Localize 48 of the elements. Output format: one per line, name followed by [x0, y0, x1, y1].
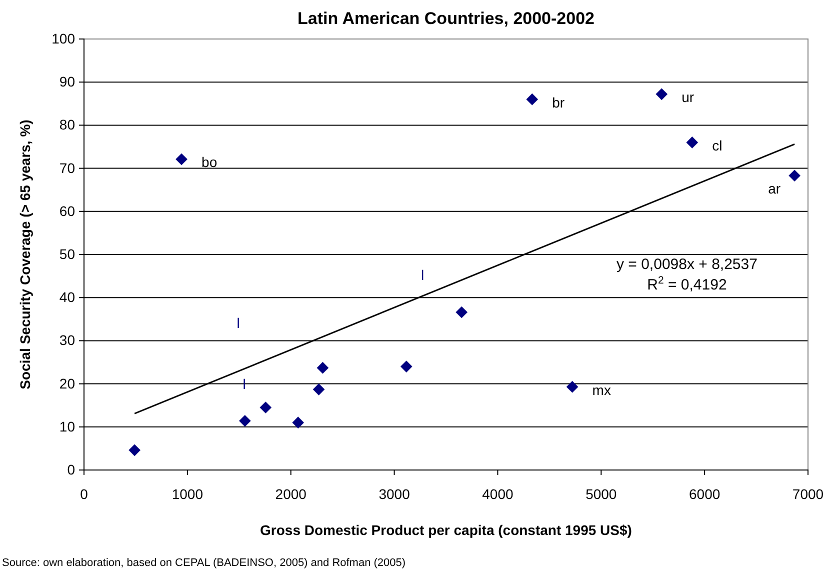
point [686, 136, 698, 148]
annotation: cl [712, 137, 722, 154]
point [176, 153, 188, 166]
x-axis-title: Gross Domestic Product per capita (constant 1995 US$) [260, 522, 632, 538]
y-tick-label: 40 [59, 289, 76, 306]
point [128, 444, 140, 456]
y-tick-label: 80 [59, 116, 76, 133]
annotation: l [236, 315, 240, 332]
y-tick-label: 50 [59, 246, 76, 262]
y-tick-label: 90 [59, 74, 76, 90]
annotation: ur [682, 89, 694, 106]
point [292, 416, 304, 429]
point [239, 414, 251, 427]
y-tick-label: 60 [59, 202, 76, 219]
y-tick-label: 0 [67, 461, 76, 478]
annotation: y = 0,0098x + 8,2537 [616, 256, 758, 274]
annotation: l [242, 376, 246, 392]
point [566, 380, 578, 393]
x-tick-label: 0 [80, 486, 88, 502]
annotation: br [552, 94, 565, 110]
y-tick-label: 70 [59, 160, 76, 176]
point [526, 93, 538, 106]
annotation: R$^{2}$ = 0,4192 [647, 274, 727, 294]
y-axis-title: Social Security Coverage (> 65 years, %) [17, 120, 33, 390]
x-tick-label: 2000 [275, 486, 307, 502]
point [260, 402, 272, 414]
x-tick-label: 4000 [482, 486, 514, 502]
x-tick-label: 3000 [378, 486, 410, 502]
x-tick-label: 6000 [688, 486, 720, 502]
annotation: bo [202, 154, 218, 170]
x-tick-label: 1000 [172, 486, 204, 502]
chart-title: Latin American Countries, 2000-2002 [298, 9, 594, 28]
source-note: Source: own elaboration, based on CEPAL (BADEINSO, 2005) and Rofman (2005) [2, 557, 406, 569]
point [788, 170, 800, 182]
x-tick-label: 7000 [792, 486, 824, 502]
y-tick-label: 10 [59, 418, 76, 434]
annotation: l [420, 267, 424, 284]
point [400, 360, 412, 372]
y-tick-label: 100 [52, 30, 76, 46]
x-tick-label: 5000 [586, 486, 617, 502]
point [312, 383, 325, 396]
y-tick-label: 20 [59, 375, 76, 392]
point [456, 306, 468, 318]
point [656, 88, 668, 100]
annotation: mx [592, 382, 611, 398]
y-tick-label: 30 [59, 332, 76, 348]
point [316, 362, 329, 374]
annotation: ar [768, 180, 781, 197]
